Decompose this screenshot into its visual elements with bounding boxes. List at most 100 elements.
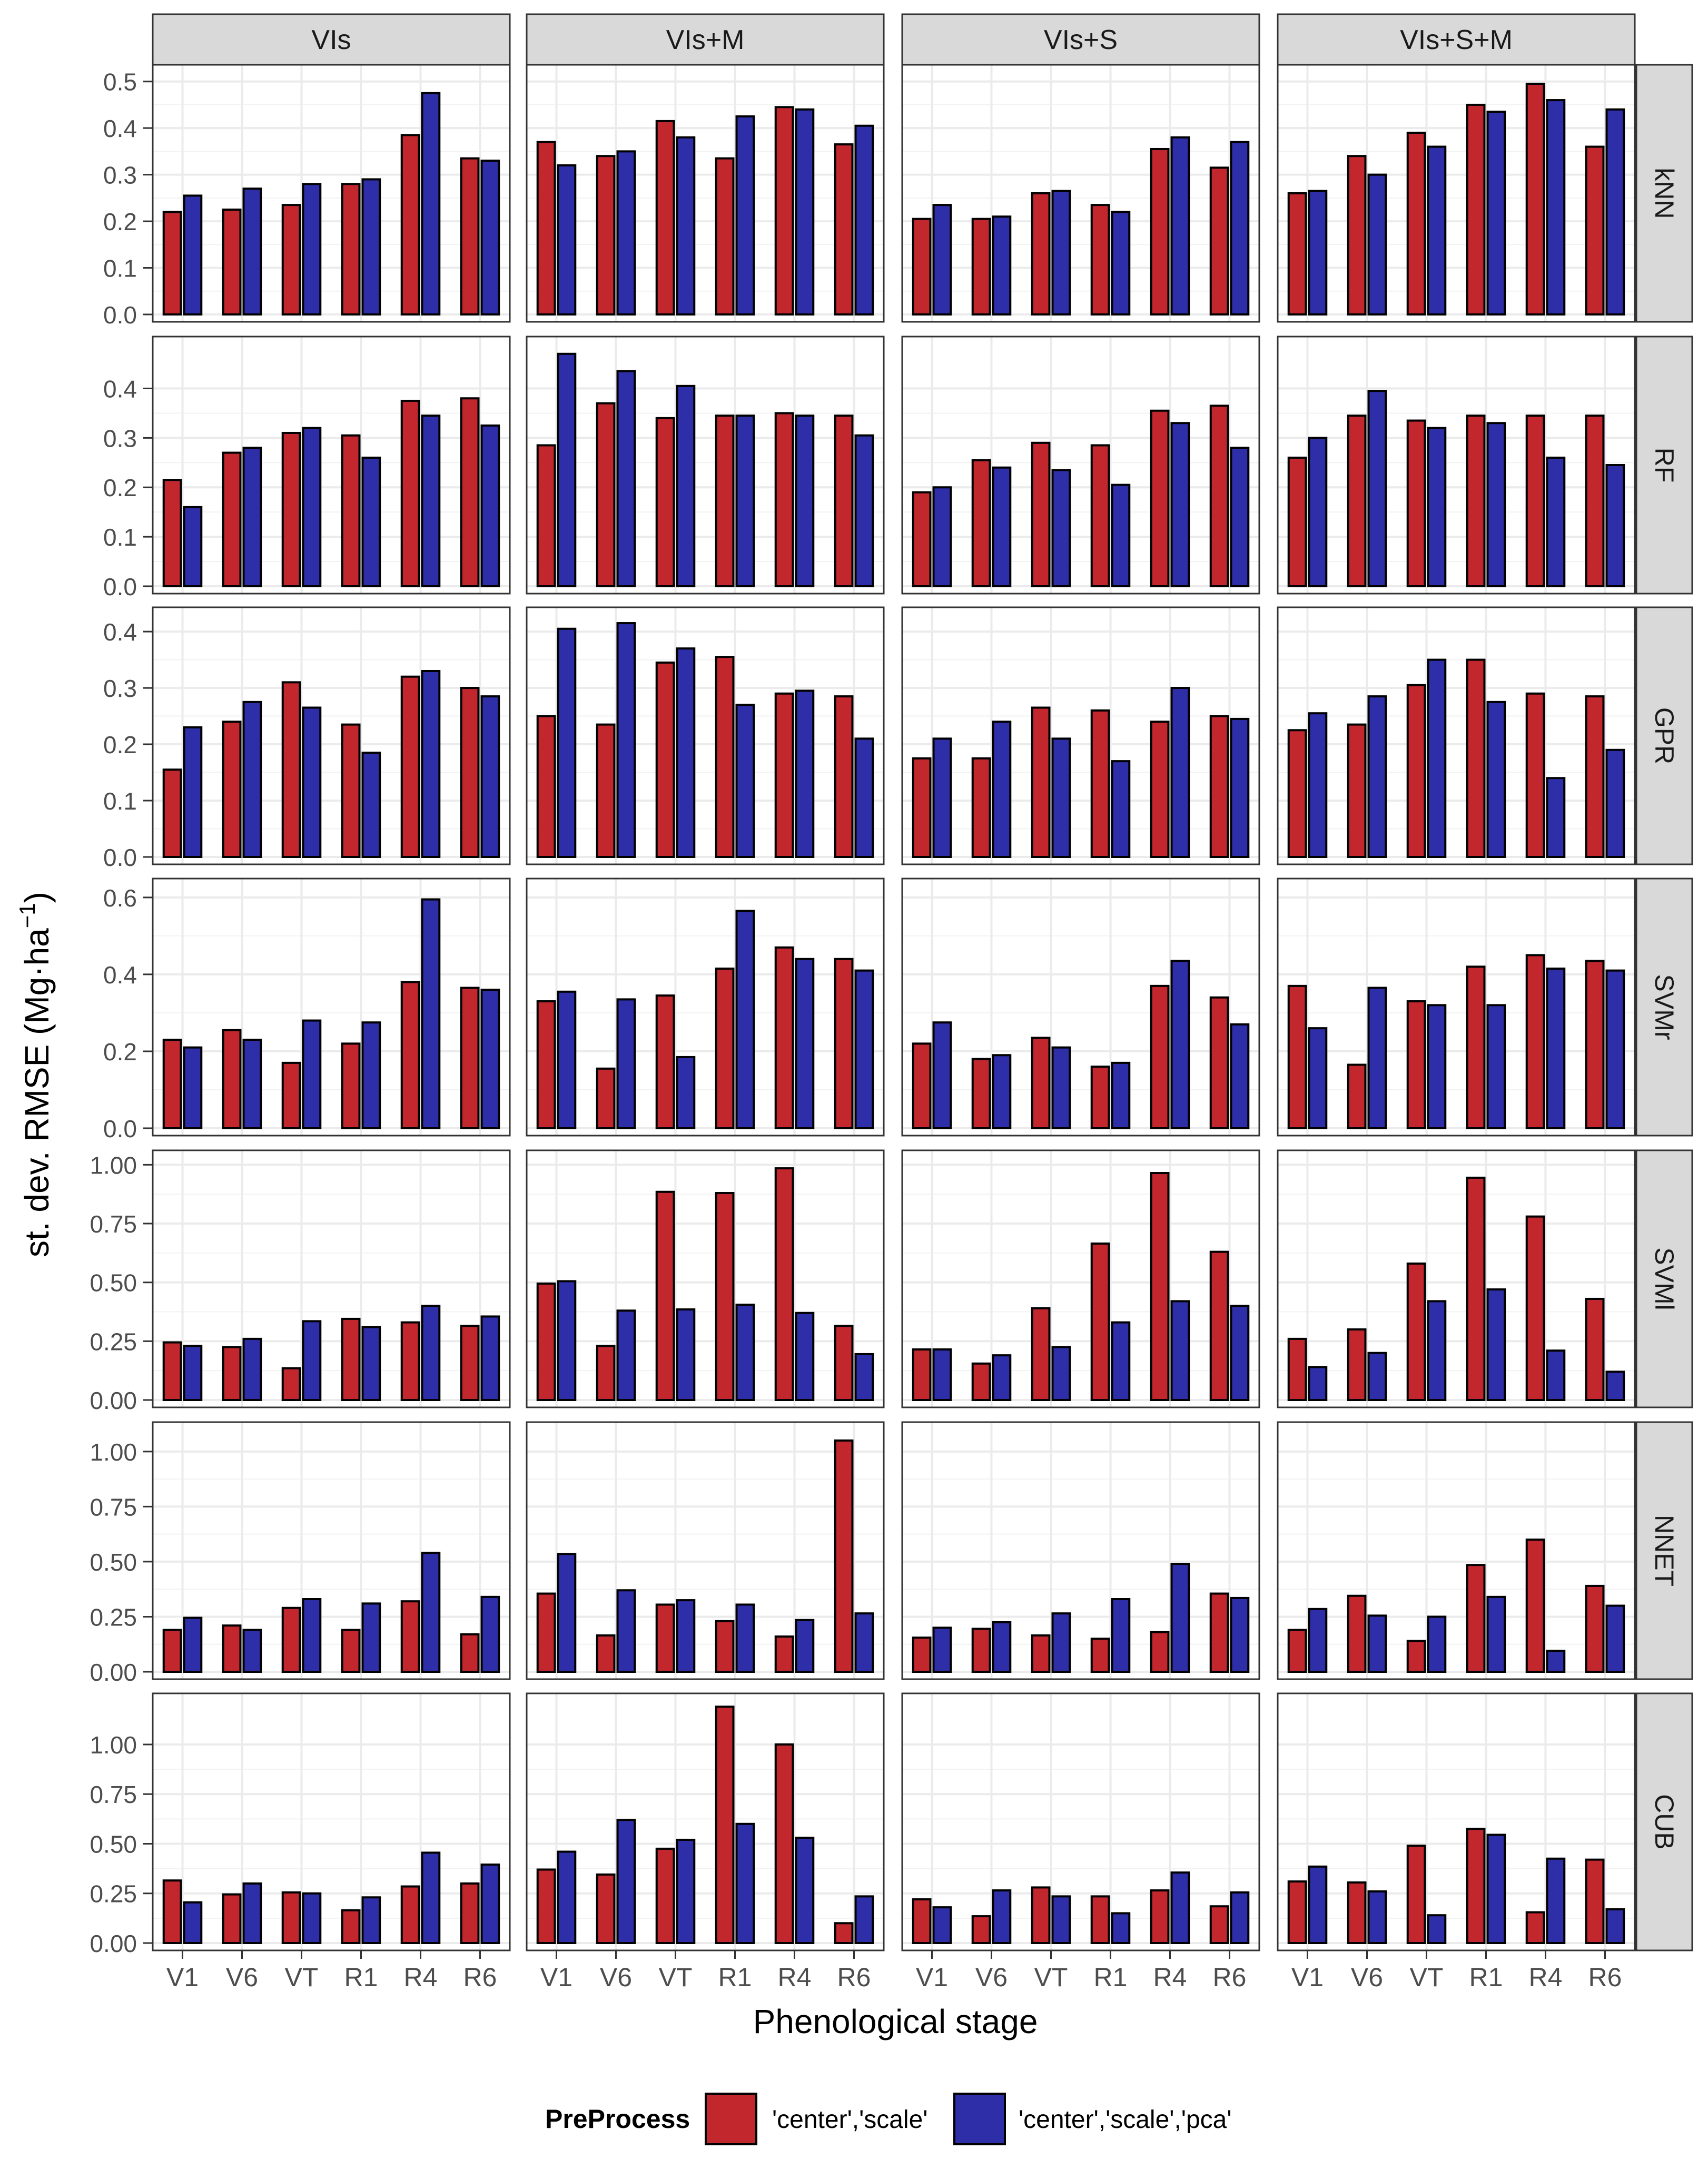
bar-kNN-VIs-R4-center-scale (400, 134, 420, 316)
bar-SVMr-VIs-R1-center-scale (341, 1042, 361, 1130)
x-tick-label: V1 (166, 1963, 199, 1992)
panel-border (901, 606, 1260, 865)
panel-border (526, 1421, 885, 1680)
bar-SVMr-VIs+S-V6-center-scale (971, 1058, 991, 1129)
bar-NNET-VIs+S-R4-center-scale (1150, 1631, 1170, 1673)
panel-border (152, 878, 511, 1137)
bar-GPR-VIs+S+M-R1-center-scale-pca (1486, 701, 1506, 858)
legend-label-center-scale-pca: 'center','scale','pca' (1019, 2106, 1232, 2134)
bar-CUB-VIs-V1-center-scale-pca (183, 1901, 203, 1944)
bar-SVMr-VIs+S-R1-center-scale-pca (1111, 1061, 1131, 1130)
row-strip-GPR (1635, 606, 1693, 865)
bar-SVMr-VIs+S-R4-center-scale-pca (1170, 960, 1190, 1130)
y-tick-label: 0.3 (103, 425, 137, 452)
bar-NNET-VIs-V6-center-scale (222, 1624, 242, 1673)
bar-GPR-VIs+S-R4-center-scale (1150, 721, 1170, 859)
bar-GPR-VIs+S+M-VT-center-scale-pca (1427, 658, 1447, 859)
bar-CUB-VIs+S+M-R6-center-scale (1585, 1858, 1605, 1945)
bar-RF-VIs+M-R1-center-scale-pca (735, 415, 755, 587)
y-axis-title-main: st. dev. RMSE (Mg·ha (18, 928, 56, 1257)
bar-RF-VIs-R1-center-scale-pca (361, 456, 381, 588)
row-strip-label: kNN (1650, 167, 1679, 219)
bar-GPR-VIs-V1-center-scale (162, 768, 182, 858)
bar-SVMl-VIs-V1-center-scale (162, 1341, 182, 1401)
bar-SVMl-VIs+S+M-VT-center-scale (1406, 1262, 1426, 1402)
bar-RF-VIs+S-V6-center-scale (971, 459, 991, 587)
bar-NNET-VIs+S-VT-center-scale-pca (1051, 1612, 1071, 1673)
bar-CUB-VIs+S+M-VT-center-scale-pca (1427, 1914, 1447, 1945)
bar-GPR-VIs-R6-center-scale-pca (480, 695, 500, 859)
bar-CUB-VIs-R6-center-scale (460, 1882, 480, 1945)
bar-SVMr-VIs+S+M-R6-center-scale (1585, 960, 1605, 1130)
panel-border (152, 606, 511, 865)
bar-SVMl-VIs+S+M-R4-center-scale (1525, 1215, 1545, 1401)
bar-SVMl-VIs+S-R6-center-scale-pca (1230, 1305, 1250, 1401)
panel-background (902, 65, 1259, 322)
bar-NNET-VIs+M-R6-center-scale (834, 1439, 854, 1673)
panel-border (152, 1692, 511, 1951)
legend-title: PreProcess (545, 2104, 690, 2134)
x-tick-label: V6 (975, 1963, 1008, 1992)
legend-key-center-scale-pca (953, 2093, 1006, 2145)
bar-SVMl-VIs+M-R4-center-scale (774, 1167, 794, 1402)
bar-CUB-VIs+M-V6-center-scale (596, 1873, 616, 1944)
x-tick-label: VT (1034, 1963, 1068, 1992)
bar-SVMr-VIs+S-VT-center-scale-pca (1051, 1046, 1071, 1129)
y-tick-label: 0.75 (90, 1210, 137, 1238)
bar-SVMl-VIs+M-VT-center-scale-pca (676, 1308, 696, 1402)
bar-RF-VIs+S-VT-center-scale (1031, 441, 1051, 588)
bar-kNN-VIs+S+M-V6-center-scale-pca (1367, 173, 1387, 316)
bar-SVMr-VIs-V1-center-scale-pca (183, 1046, 203, 1129)
bar-SVMl-VIs+S+M-V6-center-scale-pca (1367, 1352, 1387, 1402)
bar-RF-VIs+S-V1-center-scale-pca (932, 486, 952, 587)
bar-GPR-VIs+S-V1-center-scale (912, 757, 932, 858)
bar-SVMl-VIs+S-R4-center-scale (1150, 1172, 1170, 1401)
bar-SVMr-VIs+S-R4-center-scale (1150, 984, 1170, 1130)
panel-border (152, 64, 511, 323)
bar-kNN-VIs+S+M-R6-center-scale (1585, 145, 1605, 316)
bar-SVMl-VIs+S+M-R1-center-scale (1466, 1176, 1486, 1402)
bar-CUB-VIs-R6-center-scale-pca (480, 1864, 500, 1945)
panel-background (153, 1693, 510, 1950)
panel-border (1277, 878, 1636, 1137)
panel-border (901, 1692, 1260, 1951)
bar-RF-VIs+M-VT-center-scale-pca (676, 385, 696, 587)
bar-NNET-VIs+S+M-V6-center-scale-pca (1367, 1614, 1387, 1673)
bar-NNET-VIs+S-R1-center-scale-pca (1111, 1598, 1131, 1673)
bar-kNN-VIs+S-V6-center-scale (971, 218, 991, 316)
x-tick-label: R6 (1588, 1963, 1622, 1992)
bar-SVMr-VIs+M-R1-center-scale (715, 967, 735, 1129)
bar-NNET-VIs+S-R1-center-scale (1090, 1638, 1110, 1673)
panel-background (902, 1693, 1259, 1950)
bar-CUB-VIs+M-R6-center-scale (834, 1922, 854, 1945)
bar-RF-VIs+S-R6-center-scale (1209, 405, 1229, 587)
x-tick-label: V6 (1351, 1963, 1383, 1992)
bar-NNET-VIs-VT-center-scale-pca (302, 1598, 322, 1673)
y-tick-label: 0.75 (90, 1493, 137, 1521)
bar-SVMr-VIs+S-VT-center-scale (1031, 1037, 1051, 1130)
bar-NNET-VIs-R6-center-scale (460, 1633, 480, 1673)
bar-CUB-VIs-R4-center-scale-pca (421, 1851, 441, 1944)
bar-SVMr-VIs+M-V6-center-scale (596, 1067, 616, 1130)
bar-kNN-VIs+S+M-V6-center-scale (1347, 155, 1367, 316)
bar-SVMr-VIs+S-V6-center-scale-pca (992, 1054, 1012, 1130)
bar-SVMr-VIs+S+M-V6-center-scale-pca (1367, 987, 1387, 1129)
bar-NNET-VIs+M-V1-center-scale (536, 1592, 556, 1673)
bar-SVMr-VIs+M-R6-center-scale (834, 958, 854, 1129)
panel-background (1278, 1422, 1635, 1679)
y-tick-label: 0.25 (90, 1880, 137, 1908)
bar-kNN-VIs+S+M-R1-center-scale-pca (1486, 111, 1506, 316)
bar-kNN-VIs+S-V1-center-scale (912, 218, 932, 316)
bar-NNET-VIs-V6-center-scale-pca (242, 1629, 262, 1673)
bar-NNET-VIs-VT-center-scale (281, 1606, 301, 1673)
bar-SVMl-VIs+M-V6-center-scale (596, 1345, 616, 1401)
bar-NNET-VIs+S+M-R6-center-scale-pca (1605, 1604, 1625, 1673)
bar-NNET-VIs+M-VT-center-scale (655, 1603, 675, 1673)
bar-RF-VIs+S+M-R4-center-scale-pca (1546, 456, 1566, 588)
bar-NNET-VIs-V1-center-scale (162, 1629, 182, 1673)
bar-kNN-VIs-R6-center-scale (460, 157, 480, 316)
bar-SVMr-VIs-V6-center-scale (222, 1029, 242, 1130)
bar-CUB-VIs-V1-center-scale (162, 1879, 182, 1944)
bar-kNN-VIs+S-V1-center-scale-pca (932, 204, 952, 316)
bar-SVMr-VIs-V1-center-scale (162, 1039, 182, 1129)
